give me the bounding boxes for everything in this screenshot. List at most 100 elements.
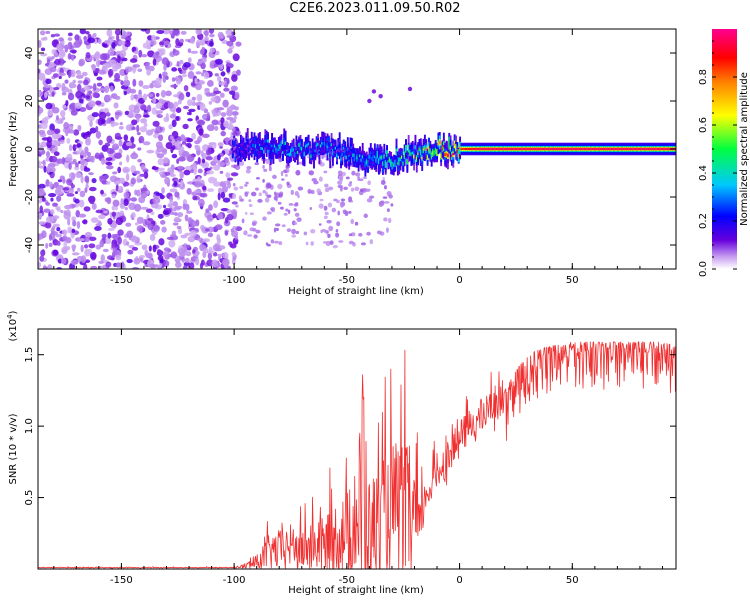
- spectrogram-band-cell: [444, 153, 447, 157]
- spectrogram-noise-speckle: [117, 166, 122, 174]
- spectrogram-band-cell: [261, 147, 264, 151]
- spectrogram-noise-speckle: [144, 249, 149, 257]
- spectrogram-halo-speckle: [338, 240, 344, 243]
- spectrogram-band-cell: [544, 148, 547, 150]
- spectrogram-band-cell: [588, 148, 591, 150]
- spectrogram-noise-speckle: [226, 34, 234, 39]
- spectrogram-band-cell: [298, 143, 301, 147]
- spectrogram-noise-speckle: [186, 137, 191, 143]
- spectrogram-noise-speckle: [236, 69, 241, 76]
- spectrogram-noise-speckle: [203, 30, 209, 36]
- spectrogram-noise-speckle: [85, 95, 91, 100]
- spectrogram-noise-speckle: [96, 82, 103, 87]
- spectrogram-noise-speckle: [111, 205, 116, 211]
- spectrogram-band-cell: [386, 152, 388, 155]
- spectrogram-band-cell: [507, 148, 510, 150]
- spectrogram-noise-speckle: [65, 157, 73, 162]
- spectrogram-noise-speckle: [95, 131, 102, 139]
- spectrogram-band-cell: [533, 148, 536, 150]
- spectrogram-band-cell: [373, 155, 376, 159]
- spectrogram-noise-speckle: [112, 247, 118, 256]
- spectrogram-noise-speckle: [133, 106, 140, 114]
- spectrogram-halo-speckle: [340, 202, 344, 208]
- spectrogram-noise-speckle: [40, 47, 46, 52]
- spectrogram-noise-speckle: [199, 192, 208, 198]
- spectrogram-halo-speckle: [244, 211, 248, 215]
- spectrogram-band-cell: [291, 147, 294, 151]
- spectrogram-noise-speckle: [67, 53, 72, 60]
- spectrogram-noise-speckle: [132, 78, 137, 87]
- spectrogram-halo-speckle: [350, 187, 355, 192]
- spectrogram-noise-speckle: [106, 180, 111, 185]
- spectrogram-noise-speckle: [46, 165, 50, 174]
- spectrogram-noise-speckle: [48, 242, 53, 247]
- spectrogram-noise-speckle: [172, 201, 179, 207]
- spectrogram-noise-speckle: [158, 238, 165, 246]
- spectrogram-halo-speckle: [278, 157, 283, 163]
- spectrogram-y-tick-label: -20: [24, 189, 35, 205]
- spectrogram-noise-speckle: [106, 117, 112, 124]
- spectrogram-band-cell: [331, 150, 334, 154]
- spectrogram-band-cell: [334, 146, 337, 150]
- spectrogram-noise-speckle: [131, 119, 138, 126]
- spectrogram-noise-speckle: [136, 175, 141, 184]
- spectrogram-band-cell: [344, 152, 347, 156]
- spectrogram-noise-speckle: [118, 139, 123, 147]
- spectrogram-noise-speckle: [57, 179, 63, 183]
- spectrogram-noise-speckle: [192, 249, 196, 254]
- spectrogram-noise-speckle: [213, 95, 221, 104]
- spectrogram-band-cell: [503, 148, 506, 150]
- spectrogram-noise-speckle: [114, 111, 122, 116]
- spectrogram-noise-speckle: [172, 29, 180, 36]
- spectrogram-noise-speckle: [199, 262, 204, 269]
- spectrogram-band-cell: [433, 151, 436, 155]
- spectrogram-noise-speckle: [227, 177, 234, 181]
- spectrogram-noise-speckle: [64, 204, 72, 210]
- spectrogram-noise-speckle: [101, 233, 107, 239]
- spectrogram-band-cell: [353, 156, 356, 159]
- spectrogram-band-cell: [441, 147, 444, 152]
- spectrogram-band-cell: [318, 151, 321, 154]
- spectrogram-noise-speckle: [172, 49, 180, 56]
- spectrogram-noise-speckle: [52, 73, 59, 78]
- spectrogram-noise-speckle: [199, 102, 206, 111]
- spectrogram-band-cell: [637, 148, 640, 150]
- spectrogram-band-cell: [660, 148, 663, 150]
- spectrogram-band-cell: [239, 147, 242, 150]
- spectrogram-isolated-blob: [407, 86, 413, 92]
- spectrogram-noise-speckle: [187, 48, 192, 53]
- spectrogram-noise-speckle: [60, 257, 67, 265]
- spectrogram-band-cell: [330, 143, 333, 147]
- spectrogram-band-cell: [662, 148, 664, 150]
- spectrogram-panel: -150 -100 -50 0 50 -40 -20 0 20 40 Height of str…: [8, 28, 677, 297]
- spectrogram-band-cell: [341, 153, 344, 156]
- spectrogram-band-cell: [302, 154, 305, 158]
- spectrogram-noise-speckle: [71, 244, 77, 250]
- spectrogram-noise-speckle: [118, 40, 126, 46]
- spectrogram-halo-speckle: [251, 222, 257, 227]
- spectrogram-halo-speckle: [363, 213, 368, 219]
- spectrogram-band-cell: [482, 148, 485, 150]
- spectrogram-noise-speckle: [148, 263, 156, 269]
- spectrogram-noise-speckle: [125, 173, 130, 182]
- spectrogram-noise-speckle: [115, 255, 122, 261]
- spectrogram-noise-speckle: [74, 40, 82, 48]
- spectrogram-halo-speckle: [255, 187, 259, 191]
- spectrogram-band-cell: [540, 148, 543, 150]
- spectrogram-halo-speckle: [339, 186, 343, 192]
- spectrogram-noise-speckle: [143, 122, 148, 127]
- spectrogram-x-tick-label: 0: [456, 275, 462, 286]
- spectrogram-noise-speckle: [112, 199, 120, 207]
- snr-plot-background: [38, 329, 676, 569]
- spectrogram-noise-speckle: [66, 193, 75, 197]
- spectrogram-band-cell: [653, 148, 656, 150]
- spectrogram-noise-speckle: [193, 181, 202, 188]
- spectrogram-band-cell: [323, 141, 326, 146]
- spectrogram-band-cell: [521, 148, 524, 150]
- spectrogram-noise-speckle: [194, 140, 201, 145]
- spectrogram-noise-speckle: [43, 208, 51, 213]
- spectrogram-noise-speckle: [139, 126, 148, 133]
- spectrogram-noise-speckle: [232, 53, 240, 62]
- spectrogram-band-cell: [376, 153, 379, 157]
- spectrogram-halo-speckle: [291, 228, 297, 235]
